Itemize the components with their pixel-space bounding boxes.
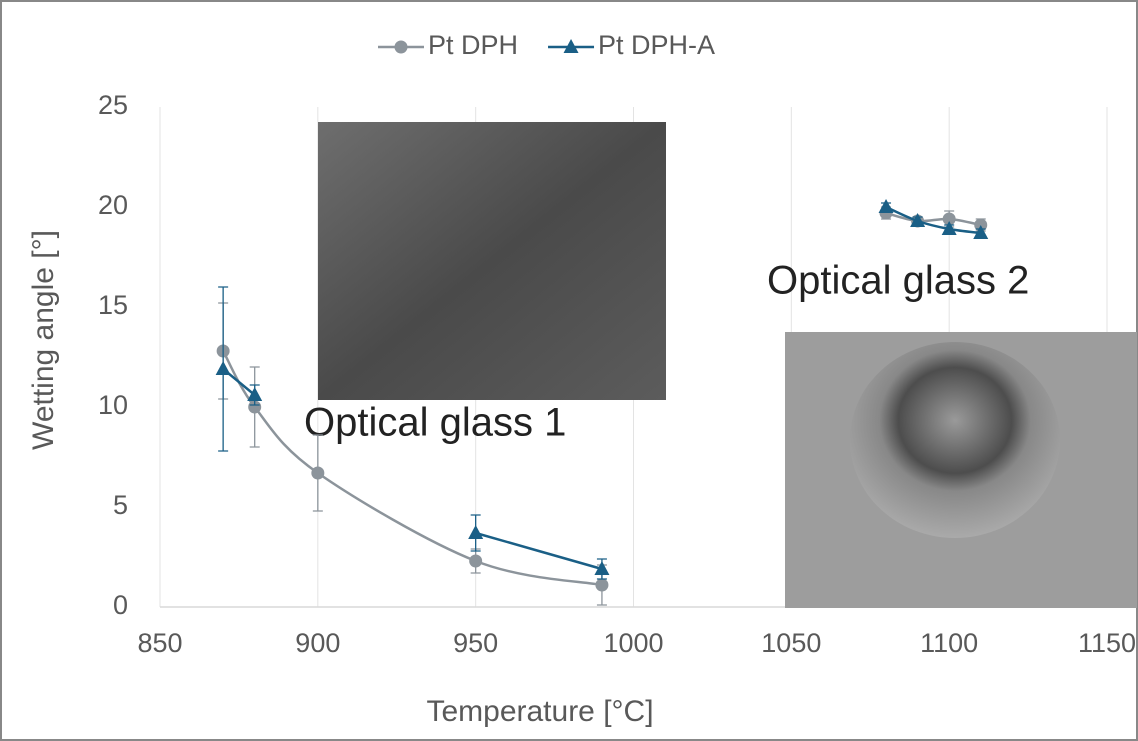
x-tick-label: 1150 bbox=[1078, 628, 1136, 658]
x-tick-label: 1050 bbox=[761, 628, 821, 658]
marker bbox=[595, 579, 608, 592]
annotation: Optical glass 2 bbox=[767, 259, 1029, 303]
marker bbox=[311, 467, 324, 480]
y-tick-label: 20 bbox=[98, 190, 128, 220]
y-tick-label: 15 bbox=[98, 290, 128, 320]
marker bbox=[469, 555, 482, 568]
annotation: Optical glass 1 bbox=[304, 401, 566, 445]
legend-marker bbox=[395, 41, 408, 54]
x-tick-label: 900 bbox=[295, 628, 340, 658]
y-axis-title: Wetting angle [°] bbox=[27, 230, 60, 450]
photo-droplet bbox=[850, 342, 1060, 538]
x-tick-label: 1000 bbox=[603, 628, 663, 658]
y-tick-label: 0 bbox=[113, 590, 128, 620]
y-tick-label: 25 bbox=[98, 90, 128, 120]
x-tick-label: 950 bbox=[453, 628, 498, 658]
x-tick-label: 850 bbox=[137, 628, 182, 658]
chart: Optical glass 1 Optical glass 2 Temperat… bbox=[0, 0, 1138, 741]
x-axis-title: Temperature [°C] bbox=[426, 695, 653, 728]
y-tick-label: 10 bbox=[98, 390, 128, 420]
legend-label: Pt DPH-A bbox=[598, 30, 715, 60]
photo-glass-1 bbox=[318, 122, 666, 400]
x-tick-label: 1100 bbox=[920, 628, 978, 658]
y-tick-label: 5 bbox=[113, 490, 128, 520]
legend-label: Pt DPH bbox=[428, 30, 518, 60]
